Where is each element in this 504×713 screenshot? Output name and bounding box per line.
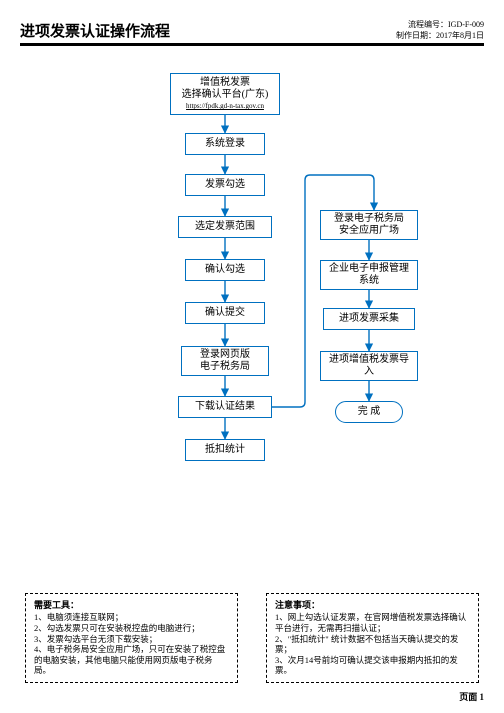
node-r4: 进项增值税发票导入 bbox=[320, 351, 418, 381]
note-box-tools: 需要工具： 1、电脑须连接互联网；2、勾选发票只可在安装税控盘的电脑进行；3、发… bbox=[25, 593, 238, 683]
node-n8: 下载认证结果 bbox=[178, 396, 272, 418]
node-n7: 登录网页版电子税务局 bbox=[181, 346, 269, 376]
node-n5: 确认勾选 bbox=[185, 259, 265, 281]
node-label: 进项增值税发票导 bbox=[329, 354, 409, 366]
node-r5: 完 成 bbox=[335, 401, 403, 423]
node-n6: 确认提交 bbox=[185, 302, 265, 324]
document-page: 进项发票认证操作流程 流程编号：IGD-F-009 制作日期：2017年8月1日… bbox=[0, 0, 504, 713]
node-label: 登录网页版 bbox=[200, 349, 250, 361]
header-meta: 流程编号：IGD-F-009 制作日期：2017年8月1日 bbox=[396, 20, 484, 41]
note-item: 1、网上勾选认证发票，在官网增值税发票选择确认平台进行，无需再扫描认证； bbox=[275, 612, 470, 633]
node-label: 登录电子税务局 bbox=[334, 213, 404, 225]
page-number: 页面 1 bbox=[459, 690, 484, 703]
node-label: 抵扣统计 bbox=[205, 444, 245, 456]
node-label: 选择确认平台(广东) bbox=[182, 89, 269, 101]
page-title: 进项发票认证操作流程 bbox=[20, 20, 170, 41]
note-title-tools: 需要工具： bbox=[34, 600, 229, 611]
node-label: 下载认证结果 bbox=[195, 401, 255, 413]
node-url: https://fpdk.gd-n-tax.gov.cn bbox=[186, 102, 264, 110]
node-r3: 进项发票采集 bbox=[323, 308, 415, 330]
note-item: 4、电子税务局安全应用广场，只可在安装了税控盘的电脑安装，其他电脑只能使用网页版… bbox=[34, 644, 229, 676]
node-label: 确认提交 bbox=[205, 307, 245, 319]
node-label: 进项发票采集 bbox=[339, 313, 399, 325]
node-label: 入 bbox=[364, 366, 374, 378]
node-label: 电子税务局 bbox=[200, 361, 250, 373]
node-label: 完 成 bbox=[358, 406, 381, 418]
note-item: 2、"抵扣统计" 统计数据不包括当天确认提交的发票； bbox=[275, 634, 470, 655]
meta-code: 流程编号：IGD-F-009 bbox=[396, 20, 484, 30]
node-n1: 增值税发票选择确认平台(广东)https://fpdk.gd-n-tax.gov… bbox=[170, 73, 280, 115]
node-label: 发票勾选 bbox=[205, 179, 245, 191]
node-r2: 企业电子申报管理系统 bbox=[320, 260, 418, 290]
note-box-attention: 注意事项： 1、网上勾选认证发票，在官网增值税发票选择确认平台进行，无需再扫描认… bbox=[266, 593, 479, 683]
node-label: 确认勾选 bbox=[205, 264, 245, 276]
node-n4: 选定发票范围 bbox=[178, 216, 272, 238]
node-label: 系统 bbox=[359, 275, 379, 287]
node-r1: 登录电子税务局安全应用广场 bbox=[320, 210, 418, 240]
node-n9: 抵扣统计 bbox=[185, 439, 265, 461]
node-n3: 发票勾选 bbox=[185, 174, 265, 196]
node-label: 企业电子申报管理 bbox=[329, 263, 409, 275]
node-label: 系统登录 bbox=[205, 138, 245, 150]
note-item: 3、次月14号前均可确认提交该申报期内抵扣的发票。 bbox=[275, 655, 470, 676]
note-item: 3、发票勾选平台无须下载安装； bbox=[34, 634, 229, 645]
note-item: 2、勾选发票只可在安装税控盘的电脑进行； bbox=[34, 623, 229, 634]
page-header: 进项发票认证操作流程 流程编号：IGD-F-009 制作日期：2017年8月1日 bbox=[20, 20, 484, 46]
meta-date: 制作日期：2017年8月1日 bbox=[396, 31, 484, 41]
note-item: 1、电脑须连接互联网； bbox=[34, 612, 229, 623]
flowchart: 增值税发票选择确认平台(广东)https://fpdk.gd-n-tax.gov… bbox=[0, 55, 504, 598]
notes-row: 需要工具： 1、电脑须连接互联网；2、勾选发票只可在安装税控盘的电脑进行；3、发… bbox=[25, 593, 479, 683]
node-label: 增值税发票 bbox=[200, 77, 250, 89]
node-label: 选定发票范围 bbox=[195, 221, 255, 233]
note-title-attention: 注意事项： bbox=[275, 600, 470, 611]
node-n2: 系统登录 bbox=[185, 133, 265, 155]
node-label: 安全应用广场 bbox=[339, 225, 399, 237]
